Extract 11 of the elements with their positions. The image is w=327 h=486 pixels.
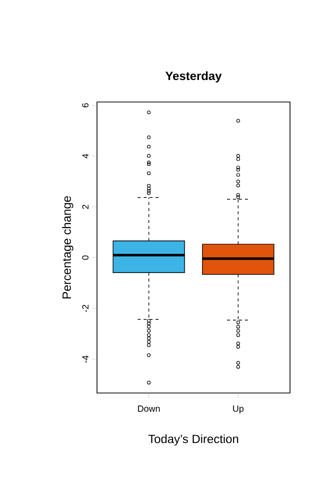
- x-axis-title: Today’s Direction: [148, 434, 238, 446]
- y-tick-label: 6: [82, 103, 88, 108]
- y-tick-label: 0: [82, 256, 88, 260]
- y-tick-label: 4: [82, 154, 88, 158]
- x-tick-label: Up: [233, 406, 244, 414]
- y-tick-label: 2: [82, 204, 88, 209]
- x-tick-label: Down: [138, 406, 160, 412]
- y-tick-label: -4: [82, 356, 88, 363]
- y-tick-label: -2: [82, 304, 88, 312]
- chart-title: Yesterday: [165, 71, 222, 82]
- y-axis-title: Percentage change: [62, 196, 74, 298]
